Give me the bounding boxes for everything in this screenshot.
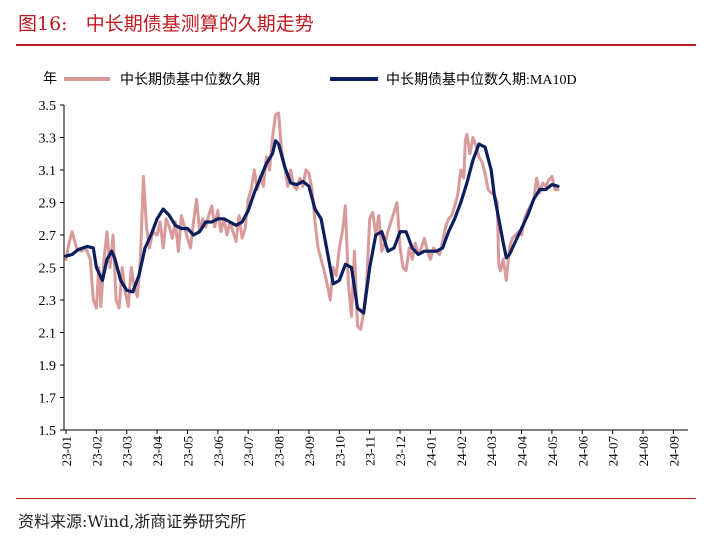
line-chart: 1.5 1.7 1.9 2.1 2.3 2.5 2.7 2.9 3.1 3.3 3.5 23-01 23… xyxy=(39,71,688,467)
x-tick-label: 24-01 xyxy=(423,436,438,466)
x-tick-label: 24-02 xyxy=(454,436,469,466)
title-rule xyxy=(16,44,696,46)
x-tick-label: 23-04 xyxy=(150,436,165,467)
footer-rule xyxy=(16,498,696,499)
legend-label-ma: 中长期债基中位数久期:MA10D xyxy=(386,71,577,88)
x-tick-label: 23-03 xyxy=(120,436,135,466)
x-tick-label: 23-06 xyxy=(211,436,226,467)
x-tick-label: 24-08 xyxy=(636,436,651,466)
y-unit-label: 年 xyxy=(43,71,57,87)
source-note: 资料来源:Wind,浙商证券研究所 xyxy=(18,512,247,531)
x-tick-label: 23-08 xyxy=(272,436,287,466)
y-tick-label: 2.9 xyxy=(39,197,57,212)
y-tick-label: 3.1 xyxy=(39,164,57,179)
x-tick-label: 23-09 xyxy=(302,436,317,466)
y-tick-label: 2.7 xyxy=(39,229,57,244)
x-tick-label: 23-07 xyxy=(241,436,256,467)
y-tick-label: 1.9 xyxy=(39,359,57,374)
y-tick-label: 3.3 xyxy=(39,132,57,147)
axes: 1.5 1.7 1.9 2.1 2.3 2.5 2.7 2.9 3.1 3.3 3.5 23-01 23… xyxy=(39,99,688,467)
x-tick-label: 24-04 xyxy=(515,436,530,467)
legend-label-raw: 中长期债基中位数久期 xyxy=(120,71,260,88)
y-tick-label: 2.1 xyxy=(39,327,57,342)
x-tick-label: 23-12 xyxy=(393,436,408,466)
x-tick-label: 24-03 xyxy=(484,436,499,466)
x-tick-label: 24-07 xyxy=(606,436,621,467)
x-tick-label: 23-01 xyxy=(59,436,74,466)
y-tick-label: 2.5 xyxy=(39,262,57,277)
y-tick-label: 1.5 xyxy=(39,424,57,439)
chart-title: 图16: 中长期债基测算的久期走势 xyxy=(18,13,314,35)
x-tick-label: 24-05 xyxy=(545,436,560,466)
y-tick-label: 1.7 xyxy=(39,392,57,407)
y-tick-label: 2.3 xyxy=(39,294,57,309)
x-tick-label: 23-10 xyxy=(332,436,347,466)
legend: 年 中长期债基中位数久期 中长期债基中位数久期:MA10D xyxy=(43,71,577,88)
x-tick-label: 23-11 xyxy=(363,436,378,466)
x-tick-label: 23-02 xyxy=(89,436,104,466)
x-tick-label: 24-09 xyxy=(666,436,681,466)
y-tick-label: 3.5 xyxy=(39,99,57,114)
series-line-ma10d xyxy=(64,139,560,315)
x-tick-label: 23-05 xyxy=(180,436,195,466)
x-tick-label: 24-06 xyxy=(575,436,590,467)
series-layer xyxy=(64,111,560,331)
